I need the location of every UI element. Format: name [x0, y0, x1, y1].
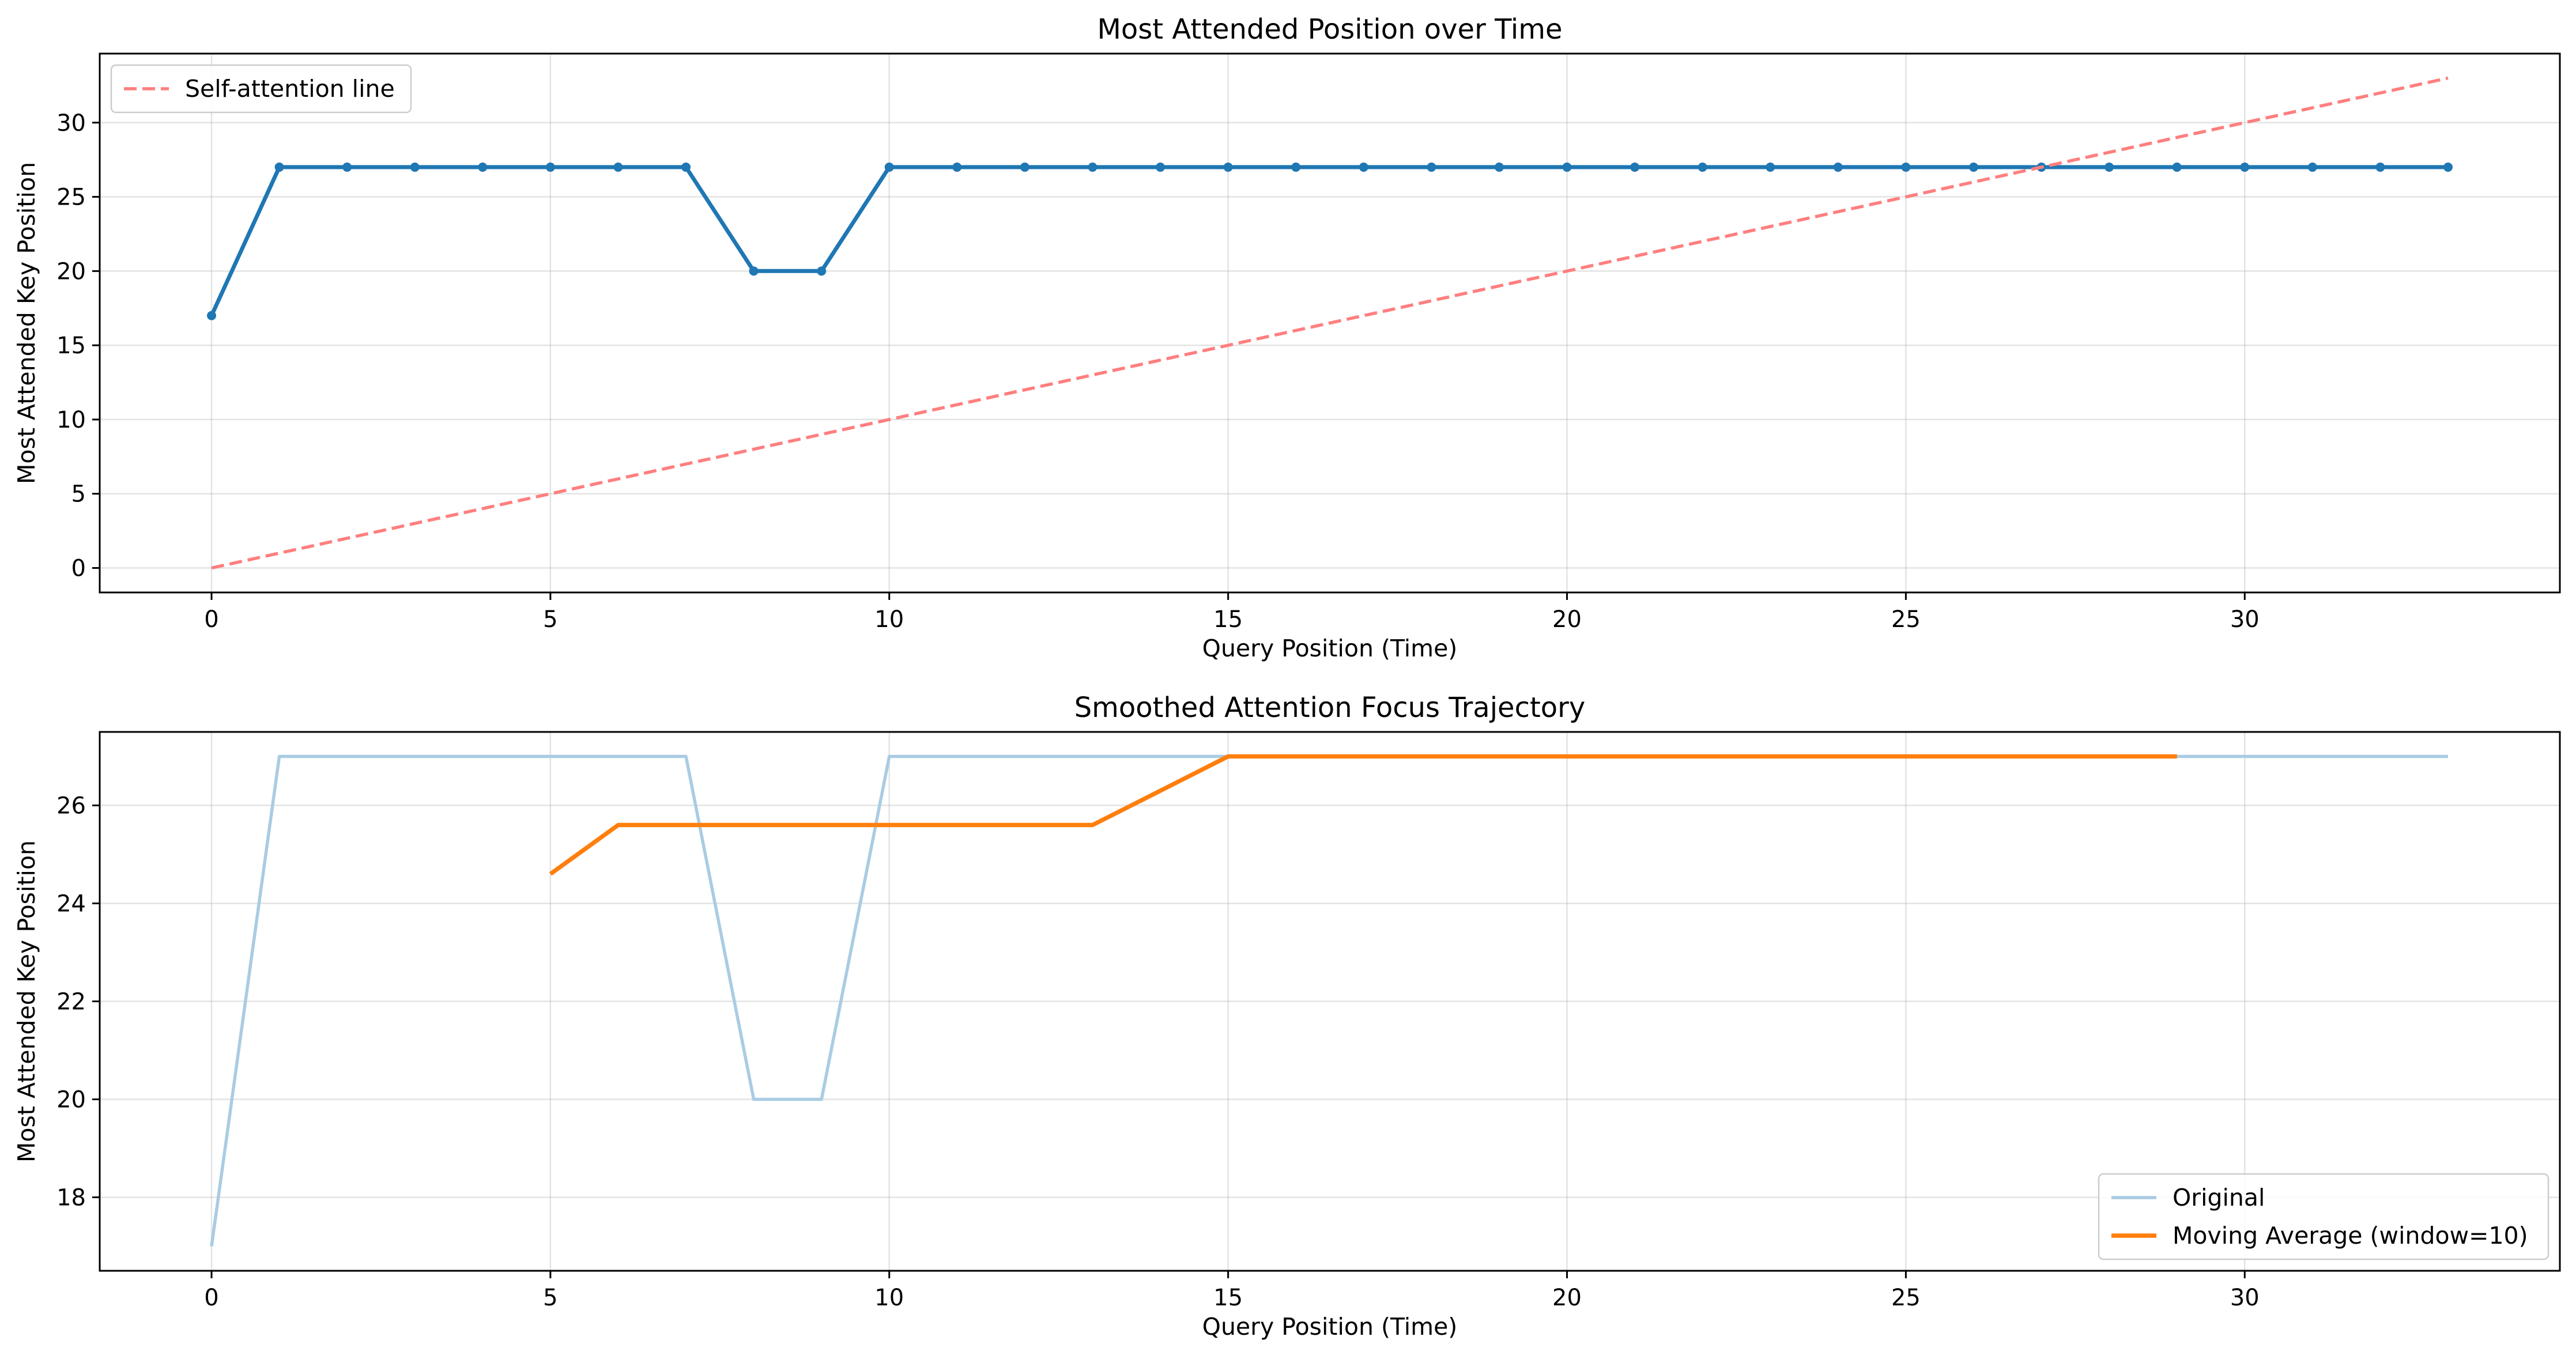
data-point: [1088, 163, 1097, 172]
x-tick-label: 0: [204, 1285, 218, 1311]
legend-label: Self-attention line: [185, 75, 395, 103]
x-tick-label: 20: [1552, 606, 1582, 633]
y-tick-label: 26: [56, 793, 86, 820]
data-point: [1494, 163, 1504, 172]
chart-panel-2: 0 5 10 15 20 25 30 18 20 22 24 26 Smoothed Attention…: [13, 692, 2561, 1341]
y-tick-label: 20: [56, 1087, 86, 1113]
data-point: [1359, 163, 1368, 172]
data-point: [1223, 163, 1233, 172]
data-point: [1630, 163, 1640, 172]
x-tick-label: 30: [2230, 1285, 2260, 1311]
chart-title: Smoothed Attention Focus Trajectory: [1074, 692, 1586, 724]
data-point: [1427, 163, 1436, 172]
x-axis-label: Query Position (Time): [1202, 1313, 1458, 1341]
data-point: [2307, 163, 2317, 172]
data-point: [545, 163, 555, 172]
data-point: [2172, 163, 2182, 172]
y-tick-label: 22: [56, 989, 86, 1015]
x-tick-label: 10: [874, 1285, 904, 1311]
x-axis-label: Query Position (Time): [1202, 635, 1458, 662]
series-line-2: [549, 754, 2177, 876]
plot-frame: [99, 52, 2561, 594]
data-point: [1698, 163, 1707, 172]
y-axis-label: Most Attended Key Position: [13, 162, 40, 484]
y-tick-label: 30: [56, 110, 86, 137]
y-tick-label: 24: [56, 891, 86, 918]
data-point: [2443, 163, 2453, 172]
data-point: [1156, 163, 1166, 172]
x-tick-label: 30: [2230, 606, 2260, 633]
data-point: [1020, 163, 1029, 172]
y-tick-label: 18: [56, 1185, 86, 1211]
legend-box: [110, 64, 412, 114]
data-point: [1901, 163, 1911, 172]
series-line-2: [211, 76, 2449, 570]
plot-area: [210, 754, 2448, 1247]
x-tick-label: 20: [1552, 1285, 1582, 1311]
legend-label: Original: [2173, 1184, 2265, 1211]
y-tick-label: 25: [56, 184, 86, 211]
data-point: [342, 163, 352, 172]
data-point: [1766, 163, 1775, 172]
x-tick-label: 5: [543, 1285, 557, 1311]
x-tick-label: 10: [874, 606, 904, 633]
data-point: [817, 266, 827, 276]
chart-title: Most Attended Position over Time: [1097, 13, 1562, 46]
y-axis-label: Most Attended Key Position: [13, 840, 40, 1162]
data-point: [613, 163, 623, 172]
data-point: [2375, 163, 2385, 172]
data-point: [410, 163, 420, 172]
data-point: [1562, 163, 1572, 172]
legend: Self-attention line: [110, 64, 412, 114]
x-tick-label: 5: [543, 606, 557, 633]
data-point: [952, 163, 962, 172]
data-point: [749, 266, 759, 276]
data-point: [1968, 163, 1978, 172]
data-point: [274, 163, 284, 172]
data-point: [207, 311, 216, 320]
x-tick-label: 15: [1213, 606, 1243, 633]
y-tick-label: 0: [71, 556, 86, 582]
plot-area: [207, 76, 2453, 570]
y-tick-label: 5: [71, 481, 86, 508]
chart-panel-1: 0 5 10 15 20 25 30 0 5 10 15 20 25 30 Most Attended Po…: [13, 13, 2561, 662]
y-tick-label: 20: [56, 258, 86, 285]
x-tick-label: 15: [1213, 1285, 1243, 1311]
data-point: [884, 163, 894, 172]
x-tick-label: 25: [1891, 606, 1921, 633]
data-point: [681, 163, 691, 172]
data-point: [1833, 163, 1843, 172]
data-point: [1291, 163, 1301, 172]
legend: Original Moving Average (window=10): [2098, 1173, 2549, 1260]
data-point: [2104, 163, 2114, 172]
legend-box: [2098, 1173, 2549, 1260]
y-tick-label: 10: [56, 407, 86, 433]
x-tick-label: 25: [1891, 1285, 1921, 1311]
x-tick-label: 0: [204, 606, 218, 633]
legend-label: Moving Average (window=10): [2173, 1222, 2528, 1249]
data-point: [478, 163, 488, 172]
y-tick-label: 15: [56, 333, 86, 359]
data-point: [2240, 163, 2250, 172]
series-line-1: [209, 165, 2448, 317]
